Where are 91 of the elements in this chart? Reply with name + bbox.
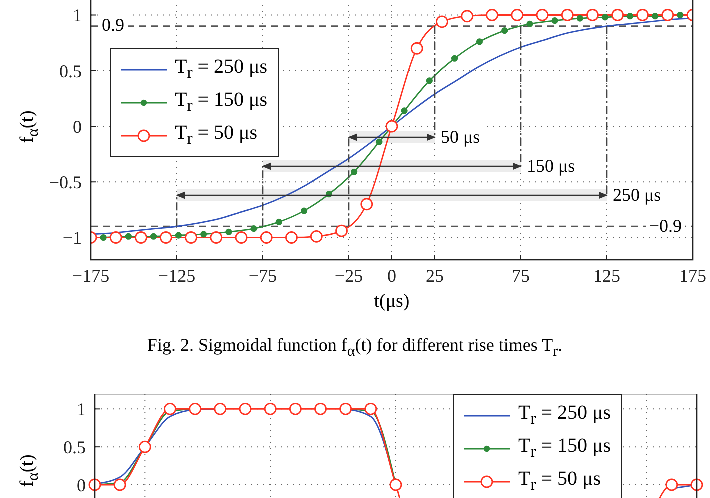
point: [511, 9, 524, 22]
point: [426, 78, 433, 84]
point: [561, 9, 574, 22]
point: [476, 38, 484, 46]
point: [410, 42, 424, 55]
band-label: 150 μs: [525, 154, 578, 176]
x-tick-label: 75: [512, 266, 530, 286]
y-tick-label: −0.5: [49, 172, 82, 193]
point: [276, 218, 282, 226]
point: [300, 208, 308, 214]
point: [138, 440, 152, 454]
legend-label: T$_{r}$ = 250 μs: [175, 56, 268, 83]
band-label: 50 μs: [439, 126, 482, 148]
x-axis-title: t(μs): [374, 291, 410, 313]
point: [662, 9, 674, 22]
x-tick-label: 125: [594, 266, 620, 286]
y-tick-label: −1: [62, 228, 82, 248]
band-label: 250 μs: [611, 184, 664, 206]
point: [314, 402, 327, 416]
point: [310, 230, 323, 243]
point: [289, 402, 302, 416]
point: [210, 232, 223, 244]
ref-line-label: 0.9: [99, 14, 128, 36]
x-tick-label: −75: [248, 266, 278, 286]
point: [351, 168, 358, 176]
point: [135, 232, 148, 244]
point: [200, 231, 208, 238]
point: [451, 55, 458, 62]
point: [286, 232, 298, 244]
x-tick-label: −125: [158, 266, 196, 286]
point: [164, 402, 176, 416]
point: [526, 20, 534, 28]
point: [390, 478, 402, 492]
point: [461, 10, 474, 23]
legend-label: T$_{r}$ = 150 μs: [518, 435, 611, 462]
x-tick-label: −25: [334, 266, 364, 286]
point: [110, 232, 122, 244]
point: [376, 138, 383, 146]
legend-label: T$_{r}$ = 50 μs: [175, 122, 258, 149]
point: [536, 9, 549, 22]
point: [239, 402, 252, 416]
y-tick-label: 1: [73, 6, 82, 26]
point: [677, 12, 684, 19]
y-tick-label: 0.5: [60, 61, 82, 82]
caption: Fig. 2. Sigmoidal function f$_{α}$(t) for different rise times T$_{r}$.: [147, 335, 563, 361]
point: [260, 232, 273, 244]
point: [636, 9, 649, 22]
point: [386, 120, 398, 133]
point: [214, 402, 227, 416]
y-tick-label: 0: [73, 116, 82, 137]
x-tick-label: 0: [388, 266, 396, 286]
point: [185, 232, 198, 244]
point: [552, 18, 558, 24]
point: [502, 28, 508, 34]
point: [100, 234, 107, 242]
point: [602, 14, 609, 21]
point: [264, 402, 277, 416]
x-tick-label: −175: [72, 266, 110, 286]
legend-label: T$_{r}$ = 50 μs: [518, 468, 601, 495]
y-tick-label: 1: [77, 400, 86, 420]
x-tick-label: 25: [426, 266, 444, 286]
point: [114, 478, 126, 492]
point: [226, 228, 232, 236]
point: [486, 9, 498, 22]
point: [576, 15, 584, 22]
point: [401, 108, 408, 114]
point: [364, 402, 378, 416]
point: [125, 233, 132, 240]
y-tick-label: 0: [77, 475, 86, 496]
x-tick-label: 175: [680, 266, 706, 286]
point: [690, 478, 704, 492]
ref-line-label: −0.9: [646, 214, 685, 237]
point: [160, 232, 172, 244]
point: [340, 402, 352, 416]
point: [586, 9, 599, 22]
point: [626, 13, 634, 20]
point: [612, 9, 624, 22]
legend-label: T$_{r}$ = 150 μs: [175, 89, 268, 116]
point: [235, 232, 248, 244]
point: [175, 232, 182, 239]
point: [652, 13, 659, 20]
point: [666, 478, 678, 492]
point: [189, 402, 202, 416]
point: [336, 224, 348, 238]
point: [360, 198, 374, 211]
point: [250, 226, 258, 232]
legend-label: T$_{r}$ = 250 μs: [518, 402, 611, 429]
y-tick-label: 0.5: [64, 437, 86, 458]
point: [436, 16, 448, 28]
point: [150, 233, 158, 240]
point: [88, 478, 102, 492]
